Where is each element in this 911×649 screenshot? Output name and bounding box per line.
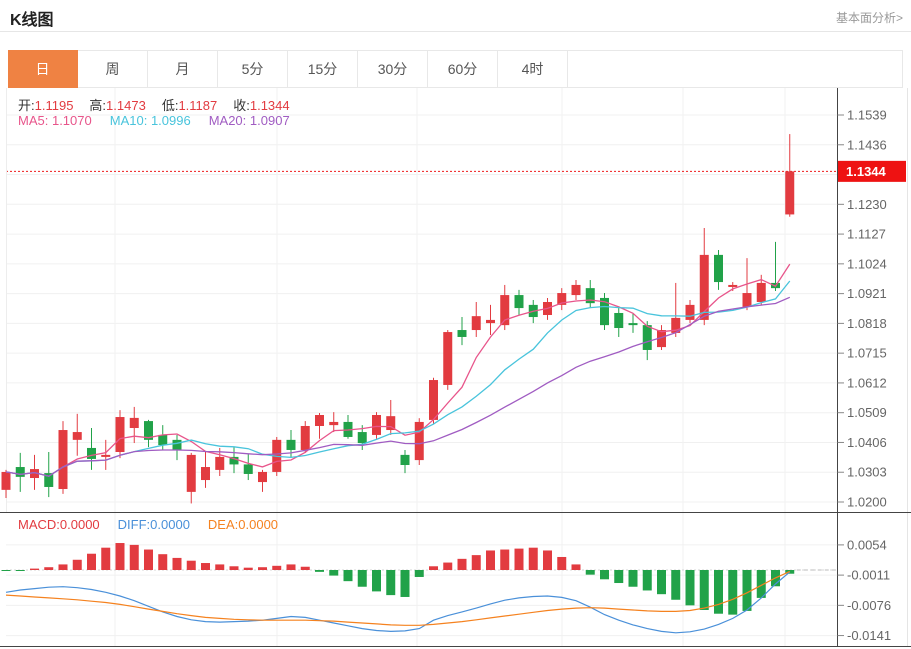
ma-row: MA5: 1.1070 MA10: 1.0996 MA20: 1.0907 [18,113,290,128]
ma5-legend: MA5: 1.1070 [18,113,92,128]
close-value: 1.1344 [249,98,290,113]
open-value: 1.1195 [34,98,74,113]
ma-lines-layer [5,263,837,634]
svg-text:1.1539: 1.1539 [847,108,887,123]
interval-tabbar: 日 周 月 5分 15分 30分 60分 4时 [8,50,903,88]
svg-text:1.1230: 1.1230 [847,197,887,212]
svg-text:1.1436: 1.1436 [847,137,887,152]
svg-text:1.0200: 1.0200 [847,495,887,510]
svg-text:-0.0141: -0.0141 [847,628,891,643]
tab-30min[interactable]: 30分 [358,51,428,87]
close-label: 收: [233,98,250,113]
open-label: 开: [18,98,35,113]
high-label: 高: [89,98,107,113]
ma5-line [5,263,791,477]
tab-4hour[interactable]: 4时 [498,51,568,87]
header-divider [0,31,911,32]
low-label: 低: [161,98,179,113]
dea-legend: DEA:0.0000 [207,517,279,532]
grid-layer [6,88,908,647]
tab-60min[interactable]: 60分 [428,51,498,87]
svg-text:1.0509: 1.0509 [847,405,887,420]
svg-text:1.0818: 1.0818 [847,316,887,331]
tab-5min[interactable]: 5分 [218,51,288,87]
svg-text:1.1344: 1.1344 [846,164,887,179]
ma20-line [5,296,791,477]
svg-text:-0.0076: -0.0076 [847,598,891,613]
high-value: 1.1473 [106,98,146,113]
fundamental-analysis-link[interactable]: 基本面分析> [835,11,903,25]
diff-line [5,571,791,634]
axis-layer: 1.1539 1.1436 1.1230 1.1127 1.1024 1.0921 1.08… [0,88,911,647]
diff-legend: DIFF:0.0000 [117,517,190,532]
page-title: K线图 [10,12,54,29]
low-value: 1.1187 [178,98,218,113]
svg-text:1.0921: 1.0921 [847,286,887,301]
ma10-legend: MA10: 1.0996 [109,113,191,128]
svg-text:1.0406: 1.0406 [847,435,887,450]
tab-day[interactable]: 日 [8,50,78,88]
svg-text:-0.0011: -0.0011 [847,568,890,583]
svg-text:1.1127: 1.1127 [847,227,886,242]
dea-line [5,570,791,626]
ma20-legend: MA20: 1.0907 [208,113,290,128]
candles-layer [1,134,795,615]
svg-text:1.0715: 1.0715 [847,346,887,361]
svg-text:1.0612: 1.0612 [847,375,887,390]
ohlc-row: 开:1.1195 高:1.1473 低:1.1187 收:1.1344 [18,95,306,114]
price-badge: 1.1344 [838,160,906,182]
tab-month[interactable]: 月 [148,51,218,87]
macd-row: MACD:0.0000 DIFF:0.0000 DEA:0.0000 [18,517,278,532]
svg-text:0.0054: 0.0054 [847,537,887,552]
svg-text:1.0303: 1.0303 [847,465,887,480]
svg-text:1.1024: 1.1024 [847,256,887,271]
macd-legend: MACD:0.0000 [18,517,100,532]
tab-15min[interactable]: 15分 [288,51,358,87]
tab-week[interactable]: 周 [78,51,148,87]
